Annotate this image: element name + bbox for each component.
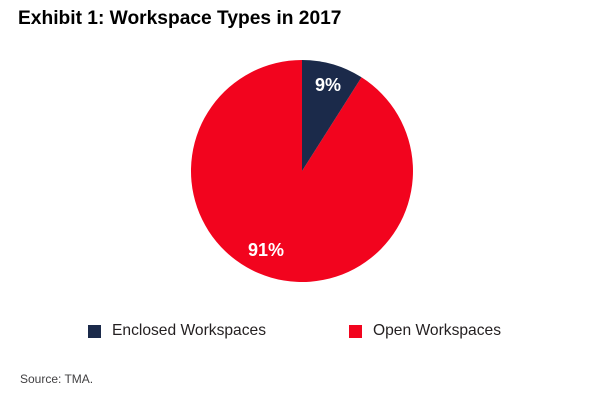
svg-text:91%: 91% [248,240,284,260]
svg-text:9%: 9% [315,75,341,95]
